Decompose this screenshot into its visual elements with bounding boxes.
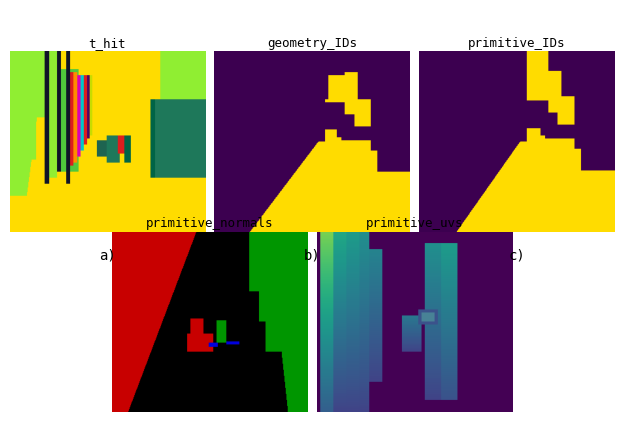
Title: primitive_uvs: primitive_uvs <box>365 218 463 230</box>
Text: b): b) <box>303 249 321 263</box>
Title: primitive_IDs: primitive_IDs <box>468 37 566 50</box>
Title: primitive_normals: primitive_normals <box>146 218 273 230</box>
Text: a): a) <box>99 249 116 263</box>
Text: c): c) <box>508 249 525 263</box>
Title: geometry_IDs: geometry_IDs <box>267 37 357 50</box>
Title: t_hit: t_hit <box>88 37 126 50</box>
